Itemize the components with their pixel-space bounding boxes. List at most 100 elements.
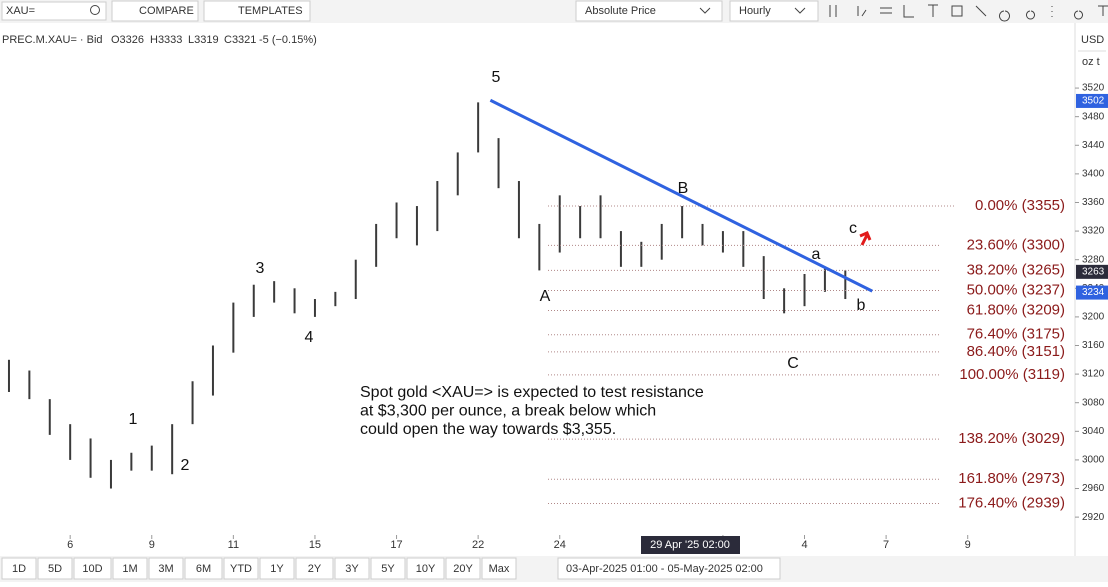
red-arrow [859,231,872,246]
range-label: 5Y [381,563,395,575]
interval-dropdown[interactable] [729,0,819,22]
fib-label: 76.40% (3175) [967,326,1065,343]
range-label: 5D [48,563,62,575]
price-type-dropdown[interactable] [575,0,723,22]
range-label: 20Y [453,563,473,575]
price-tag [1076,93,1108,108]
range-button[interactable] [148,557,184,580]
wave-label: C [787,355,799,372]
crosshair-box [641,536,740,554]
x-tick-label: 7 [883,539,889,551]
wave-label: 1 [129,411,138,428]
compare-label: COMPARE [139,5,194,17]
date-range: 03-Apr-2025 01:00 - 05-May-2025 02:00 [566,563,763,575]
range-button[interactable] [334,557,370,580]
price-tag-label: 3234 [1082,287,1105,298]
range-label: 10Y [416,563,436,575]
y-tick-label: 3080 [1082,397,1105,408]
fib-label: 23.60% (3300) [967,236,1065,253]
fib-label: 61.80% (3209) [967,301,1065,318]
interval-label: Hourly [739,5,771,17]
range-button[interactable] [370,557,406,580]
y-tick-label: 3400 [1082,169,1105,180]
crosshair-label: 29 Apr '25 02:00 [650,539,730,551]
range-button[interactable] [259,557,295,580]
wave-label: B [678,180,689,197]
y-tick-label: 3120 [1082,369,1105,380]
range-button[interactable] [223,557,259,580]
unit-label: USD [1081,34,1104,46]
range-button[interactable] [37,557,73,580]
range-label: 2Y [308,563,322,575]
y-tick-label: 3040 [1082,426,1105,437]
range-label: YTD [230,563,252,575]
range-button[interactable] [184,557,223,580]
y-tick-label: 3320 [1082,226,1105,237]
wave-label: 2 [181,457,190,474]
high-value: H3333 [150,34,182,46]
search-box[interactable] [1,1,107,21]
y-tick-label: 3200 [1082,312,1105,323]
fib-label: 138.20% (3029) [958,430,1065,447]
price-type-label: Absolute Price [585,5,656,17]
compare-button[interactable] [111,0,199,22]
y-tick-label: 2960 [1082,483,1105,494]
x-tick-label: 6 [67,539,73,551]
range-button[interactable] [481,557,517,580]
fib-label: 38.20% (3265) [967,261,1065,278]
date-range-box[interactable] [557,557,781,580]
y-tick-label: 3520 [1082,83,1105,94]
trendline [489,98,873,293]
templates-button[interactable] [203,0,311,22]
range-label: Max [489,563,510,575]
search-text: XAU= [6,5,35,17]
price-tag [1076,264,1108,279]
y-tick-label: 3000 [1082,455,1105,466]
wave-label: 3 [256,260,265,277]
fib-label: 50.00% (3237) [967,281,1065,298]
wave-label: 5 [492,69,501,86]
wave-label: A [540,288,551,305]
y-tick-label: 3360 [1082,197,1105,208]
range-button[interactable] [112,557,148,580]
x-tick-label: 4 [801,539,807,551]
tool-icons [829,4,1108,22]
range-label: 3Y [345,563,359,575]
x-tick-label: 22 [472,539,484,551]
price-tag-label: 3502 [1082,96,1105,107]
dropdown-arrows [699,7,806,14]
open-value: O3326 [111,34,144,46]
wave-label: b [857,297,866,314]
y-tick-label: 2920 [1082,512,1105,523]
price-tag-label: 3263 [1082,266,1105,277]
range-button[interactable] [445,557,481,580]
x-tick-label: 11 [228,539,239,551]
fib-label: 161.80% (2973) [958,470,1065,487]
y-tick-label: 3280 [1082,254,1105,265]
range-label: 1M [122,563,137,575]
annotation: Spot gold <XAU=> is expected to test res… [360,384,704,401]
x-tick-label: 9 [149,539,155,551]
range-label: 10D [82,563,102,575]
wave-label: c [849,220,857,237]
range-button[interactable] [1,557,37,580]
annotation: at $3,300 per ounce, a break below which [360,403,656,420]
range-button[interactable] [406,557,445,580]
fib-label: 100.00% (3119) [959,366,1065,383]
price-tag [1076,285,1108,300]
fib-label: 176.40% (2939) [958,495,1065,512]
range-label: 6M [196,563,211,575]
search-icon [90,5,100,15]
fib-label: 86.40% (3151) [967,343,1065,360]
x-tick-label: 15 [309,539,321,551]
range-button[interactable] [73,557,112,580]
x-tick-label: 24 [554,539,566,551]
close-value: C3321 [224,34,256,46]
wave-label: a [812,246,821,263]
templates-label: TEMPLATES [238,5,303,17]
low-value: L3319 [188,34,219,46]
change-value: -5 (−0.15%) [259,34,317,46]
range-button[interactable] [295,557,334,580]
x-tick-label: 17 [390,539,402,551]
